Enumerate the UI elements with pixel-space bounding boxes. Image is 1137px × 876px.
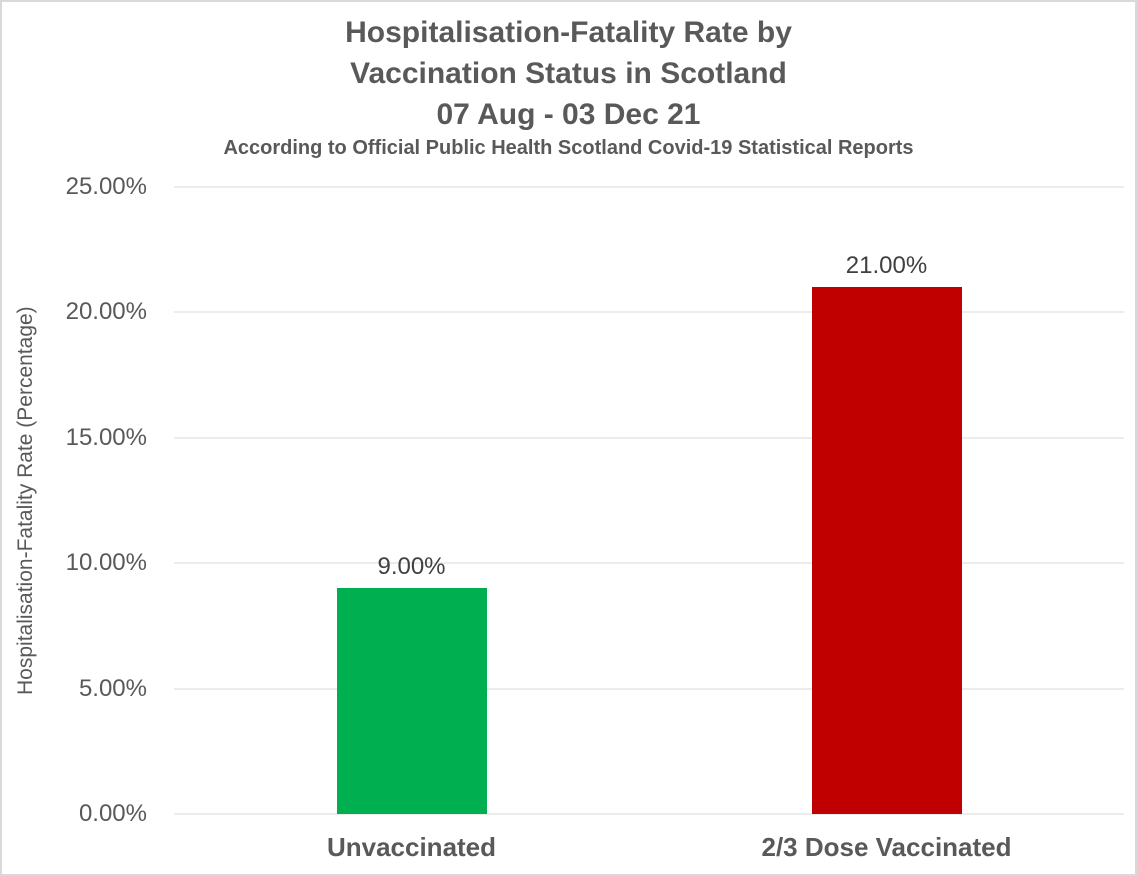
chart-title: Hospitalisation-Fatality Rate by Vaccina… — [2, 12, 1135, 135]
chart-title-line-2: Vaccination Status in Scotland — [350, 57, 787, 90]
bar-group-vaccinated: 21.00% — [811, 187, 962, 814]
y-tick-labels: 0.00% 5.00% 10.00% 15.00% 20.00% 25.00% — [2, 173, 147, 827]
y-tick-label: 15.00% — [65, 423, 147, 451]
gridlines — [174, 186, 1124, 815]
y-tick-label: 10.00% — [65, 549, 147, 577]
y-tick-label: 5.00% — [78, 674, 147, 702]
gridline — [174, 813, 1124, 815]
bar-value-label-vaccinated: 21.00% — [845, 252, 928, 280]
bar-value-label-unvaccinated: 9.00% — [377, 553, 446, 581]
gridline — [174, 437, 1124, 439]
gridline — [174, 186, 1124, 188]
category-label-vaccinated: 2/3 Dose Vaccinated — [761, 832, 1012, 862]
plot-area: 9.00% 21.00% — [174, 186, 1124, 815]
gridline — [174, 688, 1124, 690]
y-tick-label: 0.00% — [78, 800, 147, 827]
chart-subtitle: According to Official Public Health Scot… — [223, 137, 914, 159]
chart-title-line-3: 07 Aug - 03 Dec 21 — [436, 98, 701, 131]
bar-unvaccinated — [336, 588, 487, 814]
gridline — [174, 562, 1124, 564]
category-label-unvaccinated: Unvaccinated — [326, 832, 497, 862]
gridline — [174, 311, 1124, 313]
bar-vaccinated — [811, 287, 962, 814]
chart-title-line-1: Hospitalisation-Fatality Rate by — [345, 16, 792, 49]
bar-group-unvaccinated: 9.00% — [336, 187, 487, 814]
y-tick-label: 25.00% — [65, 173, 147, 200]
x-category-labels: Unvaccinated 2/3 Dose Vaccinated — [174, 832, 1124, 868]
y-tick-label: 20.00% — [65, 298, 147, 326]
bar-series: 9.00% 21.00% — [174, 187, 1124, 814]
